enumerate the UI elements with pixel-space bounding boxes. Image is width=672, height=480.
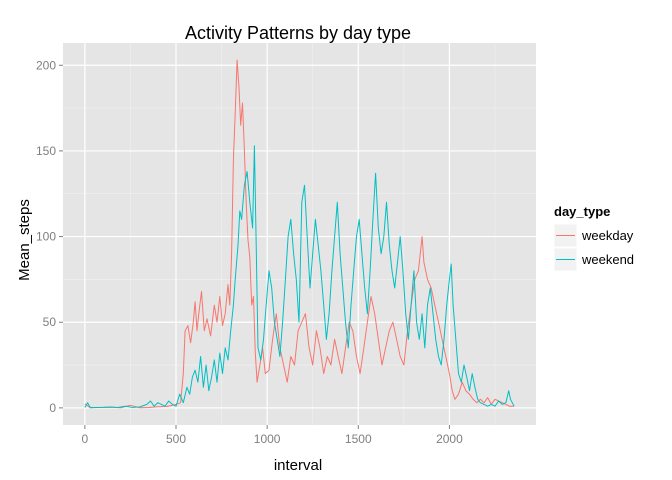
grid (63, 43, 536, 425)
y-tick-label: 100 (36, 230, 56, 244)
y-tick-label: 50 (43, 315, 57, 329)
x-tick-label: 0 (82, 432, 89, 446)
legend-label-weekend: weekend (581, 252, 634, 267)
y-tick-label: 0 (49, 401, 56, 415)
x-tick-label: 500 (166, 432, 186, 446)
y-tick-label: 150 (36, 144, 56, 158)
chart-title: Activity Patterns by day type (185, 23, 411, 43)
legend: day_type weekday weekend (553, 204, 634, 272)
series-lines (84, 59, 515, 409)
y-tick-label: 200 (36, 58, 56, 72)
series-line-weekend (84, 145, 515, 409)
x-tick-label: 1000 (254, 432, 281, 446)
x-axis-title: interval (274, 457, 322, 474)
x-tick-label: 1500 (345, 432, 372, 446)
legend-title: day_type (554, 204, 610, 219)
y-axis-title: Mean_steps (16, 199, 33, 281)
legend-label-weekday: weekday (581, 228, 634, 243)
y-axis: 0 50 100 150 200 (36, 58, 63, 415)
x-tick-label: 2000 (436, 432, 463, 446)
x-axis: 0 500 1000 1500 2000 (82, 425, 463, 446)
